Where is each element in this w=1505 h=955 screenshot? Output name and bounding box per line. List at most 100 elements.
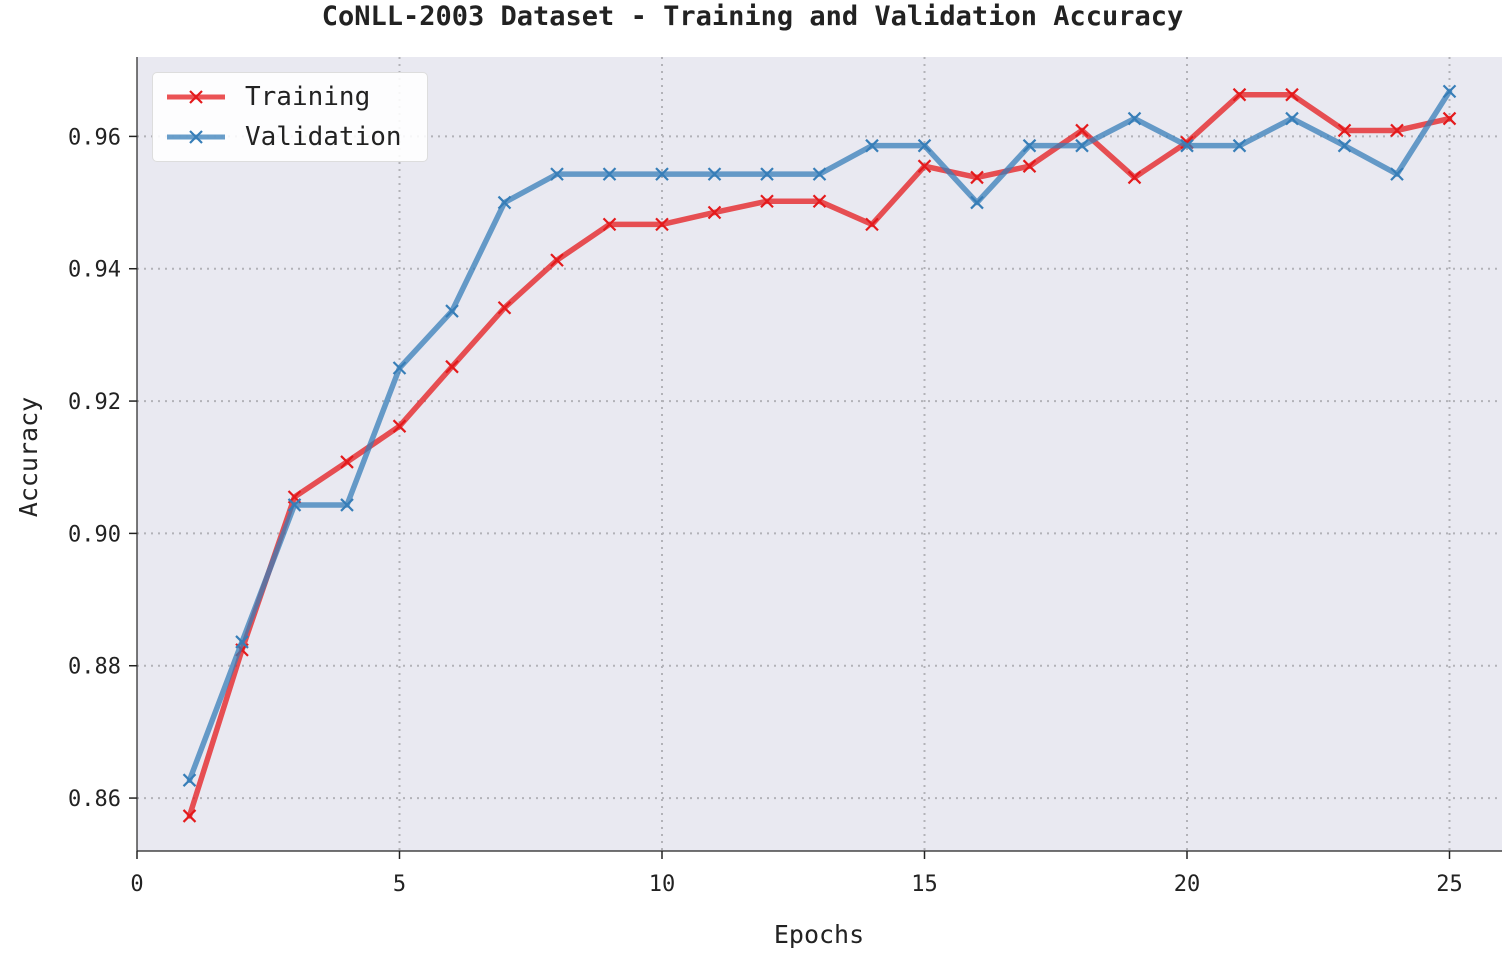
legend-item-validation: Validation xyxy=(153,120,429,154)
marker-stroke xyxy=(340,498,354,512)
marker-stroke xyxy=(1022,138,1037,153)
marker-stroke xyxy=(1022,159,1037,173)
y-tick-label: 0.94 xyxy=(68,258,121,283)
data-point-validation xyxy=(1180,138,1194,153)
x-tick-label: 10 xyxy=(649,872,676,897)
data-point-validation xyxy=(970,195,984,210)
marker-stroke xyxy=(1337,123,1352,138)
data-point-training xyxy=(1442,111,1457,126)
marker-stroke xyxy=(812,194,827,209)
y-tick-label: 0.88 xyxy=(68,655,121,680)
series-layer xyxy=(182,84,1457,823)
data-point-training xyxy=(550,253,564,267)
x-tick-label: 25 xyxy=(1436,872,1463,897)
data-point-training xyxy=(1127,170,1142,185)
data-point-validation xyxy=(235,635,249,649)
data-point-validation xyxy=(1337,138,1352,153)
data-point-validation xyxy=(1390,167,1404,181)
data-point-training xyxy=(865,217,879,232)
marker-stroke xyxy=(1390,167,1404,181)
marker-stroke xyxy=(182,773,197,787)
data-point-validation xyxy=(602,167,617,181)
marker-stroke xyxy=(602,167,617,181)
marker-stroke xyxy=(1232,138,1247,153)
data-point-validation xyxy=(865,138,879,153)
marker-stroke xyxy=(707,205,722,220)
data-point-training xyxy=(182,809,197,823)
data-point-training xyxy=(1022,159,1037,173)
marker-stroke xyxy=(812,167,827,181)
marker-stroke xyxy=(497,195,512,210)
data-point-validation xyxy=(812,167,827,181)
legend-item-training: Training xyxy=(153,80,429,114)
marker-stroke xyxy=(287,498,302,512)
data-point-training xyxy=(445,359,459,374)
marker-stroke xyxy=(550,167,564,181)
marker-stroke xyxy=(392,419,407,433)
marker-stroke xyxy=(760,194,774,209)
data-point-validation xyxy=(497,195,512,210)
data-point-validation xyxy=(655,167,669,181)
series-validation xyxy=(182,84,1457,787)
marker-stroke xyxy=(1442,111,1457,126)
legend-label-training: Training xyxy=(245,82,371,112)
marker-stroke xyxy=(1075,123,1089,138)
legend: Training Validation xyxy=(152,72,428,162)
marker-stroke xyxy=(655,217,669,232)
marker-stroke xyxy=(707,167,722,181)
legend-swatch-validation xyxy=(167,130,225,144)
data-point-validation xyxy=(1075,138,1089,153)
marker-stroke xyxy=(970,195,984,210)
data-point-training xyxy=(655,217,669,232)
data-point-validation xyxy=(1442,84,1457,99)
data-point-training xyxy=(1285,87,1299,102)
data-point-validation xyxy=(1232,138,1247,153)
data-point-validation xyxy=(287,498,302,512)
data-point-validation xyxy=(340,498,354,512)
marker-stroke xyxy=(1337,138,1352,153)
y-axis-label: Accuracy xyxy=(14,396,43,518)
data-point-validation xyxy=(1285,111,1299,126)
series-training xyxy=(182,87,1457,823)
data-point-validation xyxy=(392,361,407,375)
marker-stroke xyxy=(970,170,984,185)
data-point-validation xyxy=(182,773,197,787)
marker-stroke xyxy=(445,304,459,318)
data-point-validation xyxy=(707,167,722,181)
marker-stroke xyxy=(1390,123,1404,138)
marker-stroke xyxy=(917,159,932,173)
marker-stroke xyxy=(1232,87,1247,102)
marker-stroke xyxy=(1285,87,1299,102)
data-point-validation xyxy=(445,304,459,318)
data-point-training xyxy=(602,217,617,232)
data-point-training xyxy=(970,170,984,185)
legend-swatch-training xyxy=(167,90,225,104)
marker-stroke xyxy=(865,138,879,153)
marker-stroke xyxy=(497,300,512,315)
marker-stroke xyxy=(1075,138,1089,153)
x-tick-label: 0 xyxy=(130,872,143,897)
y-tick-label: 0.90 xyxy=(68,522,121,547)
y-tick-label: 0.96 xyxy=(68,125,121,150)
legend-label-validation: Validation xyxy=(245,122,402,152)
marker-stroke xyxy=(655,167,669,181)
data-point-validation xyxy=(917,138,932,153)
data-point-training xyxy=(1075,123,1089,138)
marker-stroke xyxy=(1285,111,1299,126)
y-tick-label: 0.92 xyxy=(68,390,121,415)
marker-stroke xyxy=(865,217,879,232)
data-point-training xyxy=(340,455,354,469)
data-point-training xyxy=(812,194,827,209)
chart-title: CoNLL-2003 Dataset - Training and Valida… xyxy=(321,1,1184,32)
data-point-validation xyxy=(550,167,564,181)
marker-stroke xyxy=(182,809,197,823)
marker-stroke xyxy=(445,359,459,374)
marker-stroke xyxy=(235,635,249,649)
marker-stroke xyxy=(1180,138,1194,153)
marker-stroke xyxy=(760,167,774,181)
marker-stroke xyxy=(1127,170,1142,185)
marker-stroke xyxy=(917,138,932,153)
data-point-validation xyxy=(1127,111,1142,126)
y-tick-label: 0.86 xyxy=(68,787,121,812)
